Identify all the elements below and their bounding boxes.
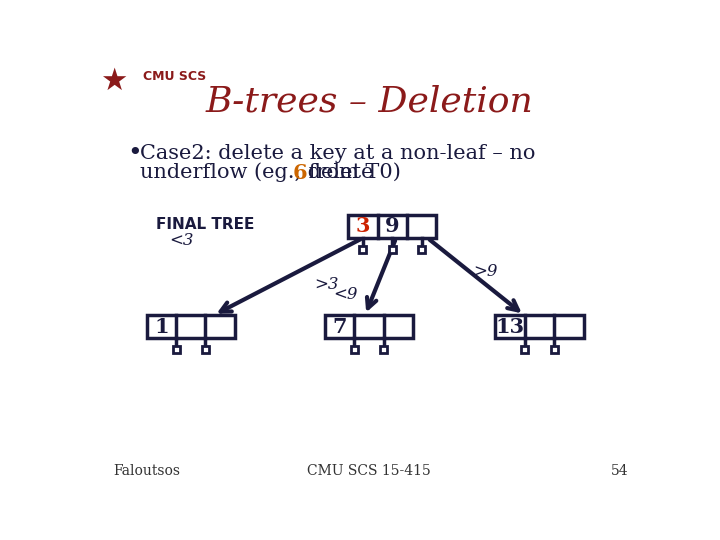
Bar <box>351 346 358 353</box>
Text: >9: >9 <box>473 262 498 280</box>
Bar <box>380 346 387 353</box>
Text: Faloutsos: Faloutsos <box>113 464 180 478</box>
Text: 7: 7 <box>333 316 347 336</box>
Bar <box>521 346 528 353</box>
Text: from T0): from T0) <box>302 163 400 182</box>
Text: B-trees – Deletion: B-trees – Deletion <box>205 85 533 119</box>
Bar <box>495 315 584 338</box>
Text: 1: 1 <box>154 316 168 336</box>
Text: CMU SCS 15-415: CMU SCS 15-415 <box>307 464 431 478</box>
Text: 6: 6 <box>293 163 307 183</box>
Text: CMU SCS: CMU SCS <box>143 70 206 83</box>
Text: >3: >3 <box>314 276 338 293</box>
Bar <box>147 315 235 338</box>
Text: FINAL TREE: FINAL TREE <box>156 218 254 232</box>
Bar <box>202 346 209 353</box>
Text: 9: 9 <box>385 217 400 237</box>
Bar <box>348 215 436 238</box>
Bar <box>325 315 413 338</box>
Text: 54: 54 <box>611 464 629 478</box>
Text: 13: 13 <box>495 316 525 336</box>
Text: ★: ★ <box>99 68 127 96</box>
Bar <box>173 346 179 353</box>
Text: <3: <3 <box>169 232 194 249</box>
Text: •: • <box>127 142 142 165</box>
Bar <box>359 246 366 253</box>
Text: 3: 3 <box>356 217 370 237</box>
Text: Case2: delete a key at a non-leaf – no: Case2: delete a key at a non-leaf – no <box>140 144 536 163</box>
Bar <box>418 246 426 253</box>
Bar <box>389 246 396 253</box>
Text: <9: <9 <box>333 286 358 303</box>
Bar <box>551 346 558 353</box>
Text: underflow (eg., delete: underflow (eg., delete <box>140 163 380 183</box>
